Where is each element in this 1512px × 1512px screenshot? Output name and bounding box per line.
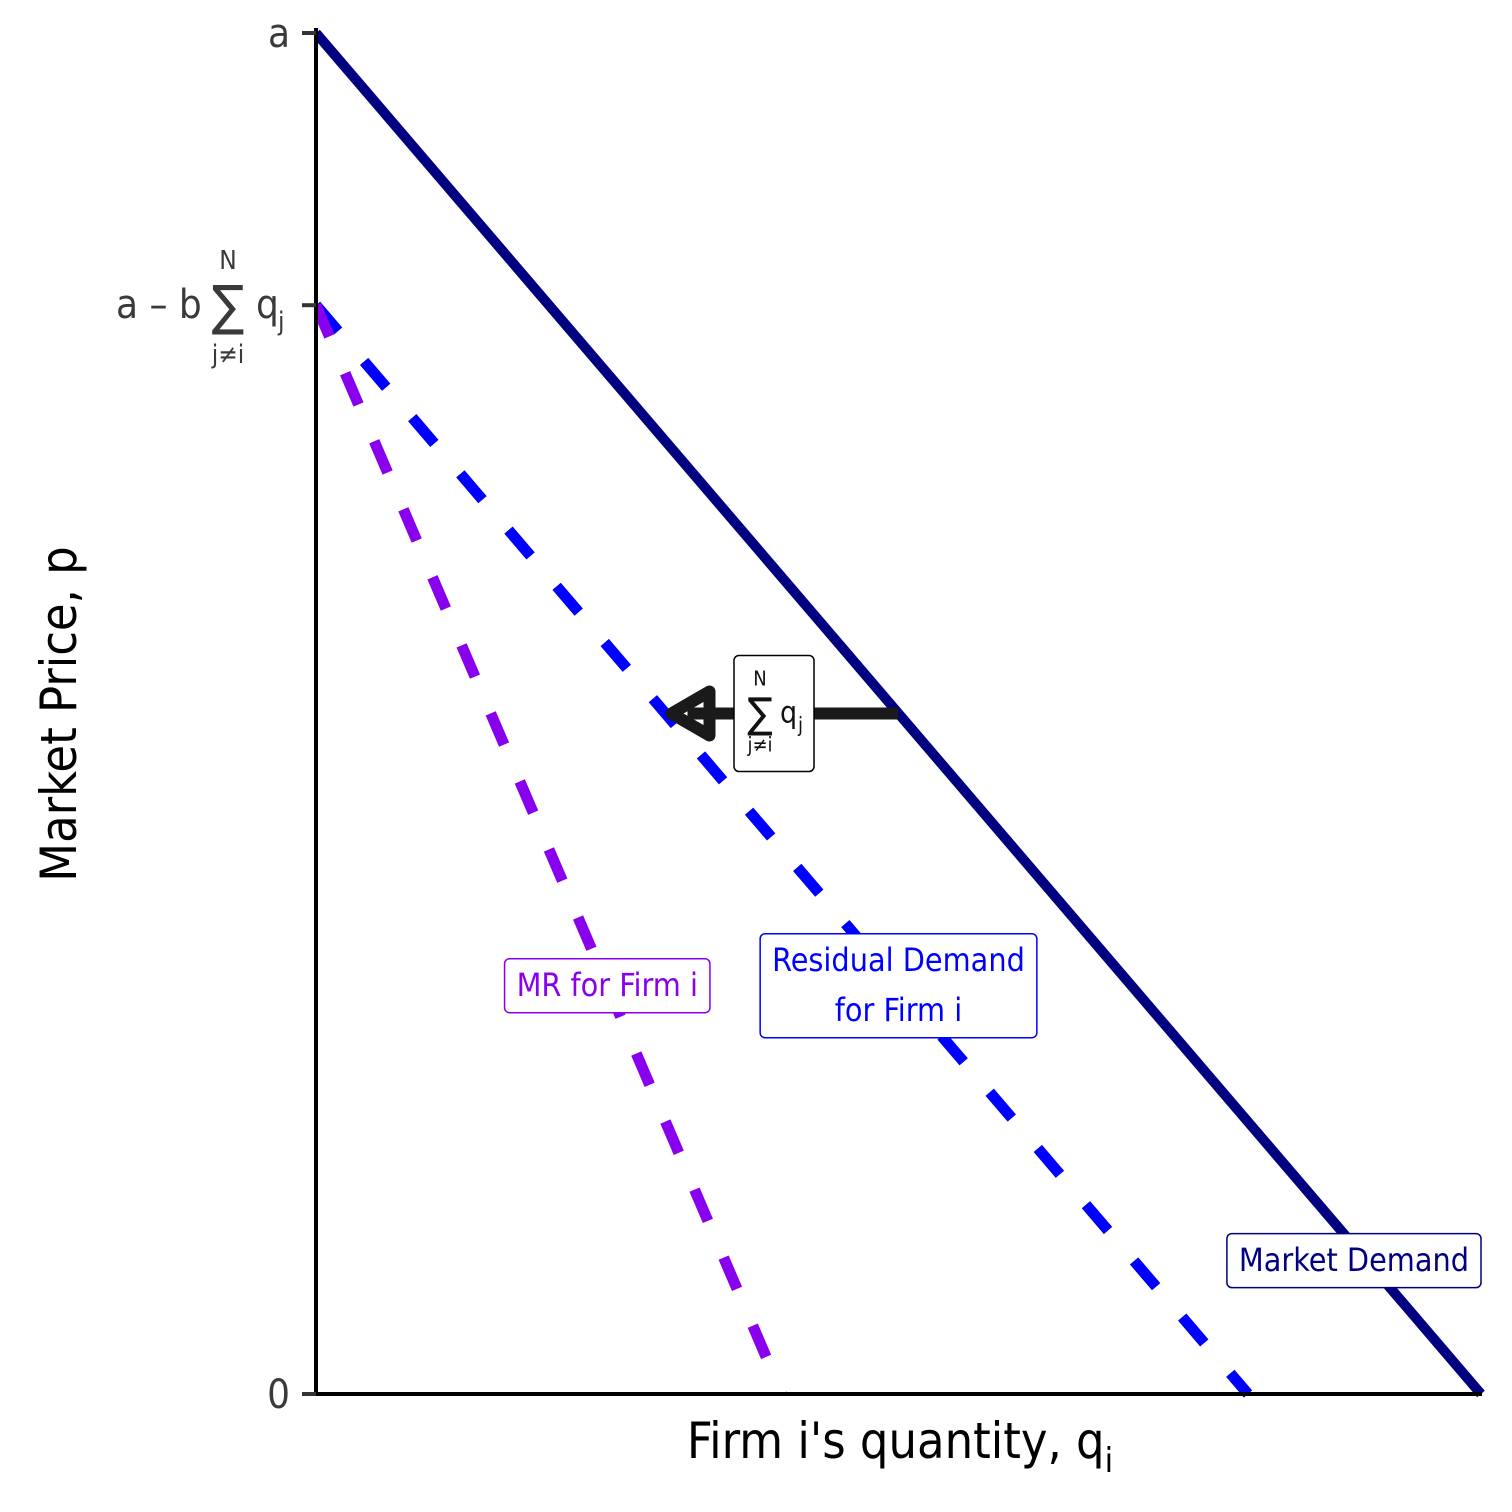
x-axis-title: Firm i's quantity, qi [687,1412,1113,1481]
series-label-line-1: for Firm i [835,991,962,1029]
labels-layer: Market Demand Residual Demand for Firm i MR… [503,932,1482,1289]
y-tick-label-top: N [219,246,237,276]
series-line-2 [316,303,788,1397]
y-tick-label-bottom: j≠i [211,340,245,370]
series-label-box [503,957,711,1014]
series-label-line-0: Residual Demand [772,941,1025,979]
shift-arrow-label-box [733,654,815,773]
axes-layer: 0a – b ∑Nj≠iq ja [116,11,1482,1418]
y-tick-label-main: a – b [116,282,202,328]
y-tick-label-2: a [268,11,290,57]
arrow-layer: ∑Nj≠i q j [665,654,899,773]
shift-arrow-label-top: N [753,667,766,691]
y-axis-title: Market Price, p [30,546,88,882]
series-label-1: Residual Demand for Firm i [759,932,1038,1039]
shift-arrow-head [665,685,716,742]
y-tick-label-1: a – b ∑Nj≠i q j [116,246,285,370]
series-label-line-0: Market Demand [1239,1241,1469,1279]
shift-arrow-label-q-sub: j [797,713,803,737]
shift-arrow-label-sigma: ∑ [747,689,772,738]
shift-arrow-label: ∑Nj≠i q j [733,654,815,773]
series-label-2: MR for Firm i [503,957,711,1014]
series-label-box [759,932,1038,1039]
series-line-1 [316,301,1253,1398]
series-label-box [1226,1232,1482,1289]
series-label-0: Market Demand [1226,1232,1482,1289]
y-tick-label-q: q [256,282,279,328]
y-tick-label-0: 0 [267,1372,290,1418]
y-tick-label-sigma: ∑ [212,274,245,337]
shift-arrow-label-q: q [780,696,797,731]
x-axis-title-subscript: i [1105,1441,1114,1481]
y-tick-label-q-sub: j [277,307,285,337]
shift-arrow-label-bottom: j≠i [746,733,772,757]
series-label-line-0: MR for Firm i [517,966,698,1004]
